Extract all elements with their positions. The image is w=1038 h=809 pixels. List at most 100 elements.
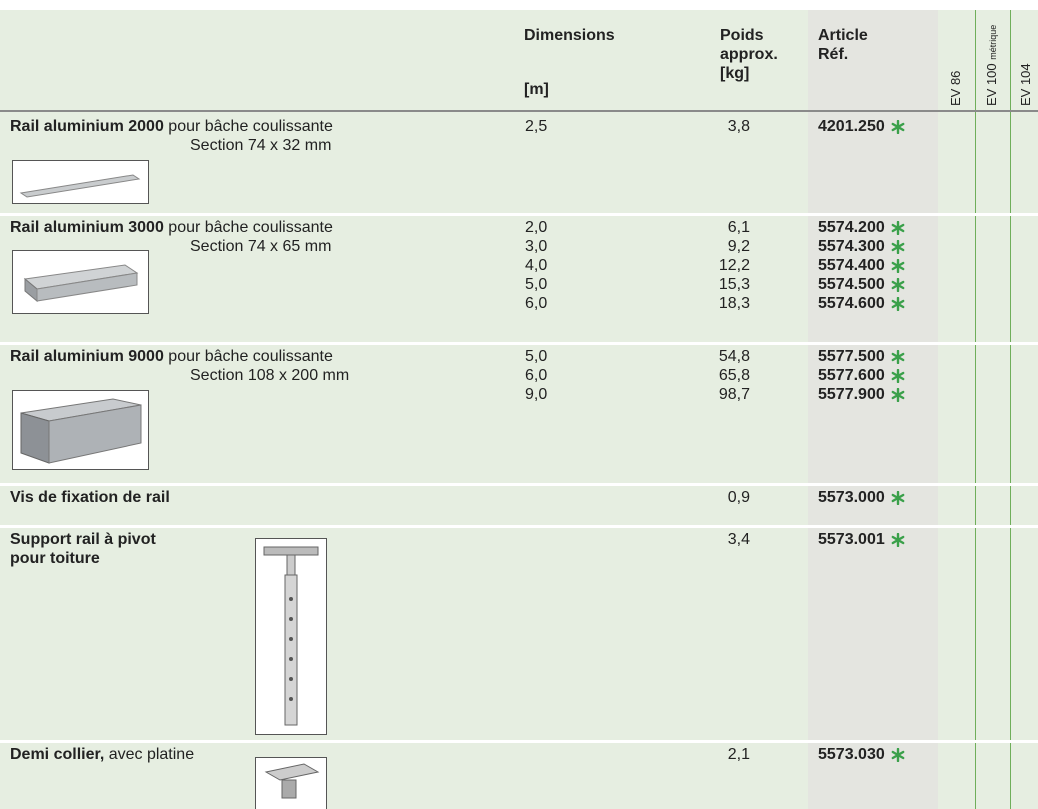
- product-description: pour bâche coulissante: [163, 118, 333, 135]
- product-title: Demi collier,: [10, 746, 105, 763]
- header-dimensions-unit: [m]: [524, 81, 549, 98]
- product-section: Section 108 x 200 mm: [190, 367, 350, 384]
- product-name: Demi collier, avec platine: [10, 745, 194, 764]
- article-ref-text: 5574.600: [818, 295, 885, 312]
- article-ref-text: 5577.900: [818, 386, 885, 403]
- product-name: Rail aluminium 9000 pour bâche coulissan…: [10, 347, 333, 366]
- weight: 54,8: [718, 348, 750, 365]
- article-ref-text: 5573.001: [818, 531, 885, 548]
- star-icon: [891, 747, 905, 762]
- article-ref: 5574.400: [818, 256, 905, 275]
- article-ref-text: 5573.030: [818, 746, 885, 763]
- article-ref: 5577.600: [818, 366, 905, 385]
- article-ref: 5574.500: [818, 275, 905, 294]
- product-description: pour bâche coulissante: [163, 348, 333, 365]
- row-separator: [0, 483, 1038, 486]
- star-icon: [891, 239, 905, 254]
- weight: 15,3: [718, 276, 750, 293]
- article-ref-text: 5574.400: [818, 257, 885, 274]
- article-column: [808, 10, 938, 809]
- dimension: 6,0: [525, 295, 548, 312]
- star-icon: [891, 119, 905, 134]
- article-ref: 5577.900: [818, 385, 905, 404]
- star-icon: [891, 532, 905, 547]
- star-icon: [891, 296, 905, 311]
- column-line: [1010, 10, 1011, 809]
- weight: 12,2: [718, 257, 750, 274]
- article-ref: 5573.030: [818, 745, 905, 764]
- header-dimensions: Dimensions: [524, 27, 615, 44]
- weight: 6,1: [727, 219, 750, 236]
- row-separator: [0, 213, 1038, 216]
- weight: 9,2: [727, 238, 750, 255]
- dimension: 4,0: [525, 257, 548, 274]
- article-ref-text: 5574.300: [818, 238, 885, 255]
- header-weight: Poids: [720, 27, 764, 44]
- product-title: Rail aluminium 9000: [10, 348, 164, 365]
- product-name: Rail aluminium 3000 pour bâche coulissan…: [10, 218, 333, 237]
- product-description: avec platine: [104, 746, 195, 763]
- header-ev86: EV 86: [948, 70, 963, 106]
- product-image: [12, 160, 149, 204]
- article-ref-text: 5574.200: [818, 219, 885, 236]
- dimension: 6,0: [525, 367, 548, 384]
- product-title: Support rail à pivot: [10, 531, 156, 548]
- header-ev104: EV 104: [1018, 63, 1033, 106]
- product-name: Support rail à pivot: [10, 530, 156, 549]
- article-ref: 5574.600: [818, 294, 905, 313]
- star-icon: [891, 349, 905, 364]
- header-ev100: EV 100 métrique: [984, 25, 999, 106]
- product-title: Rail aluminium 3000: [10, 219, 164, 236]
- article-ref-text: 5577.600: [818, 367, 885, 384]
- product-image: [12, 390, 149, 470]
- product-name: Rail aluminium 2000 pour bâche coulissan…: [10, 117, 333, 136]
- weight: 3,8: [727, 118, 750, 135]
- star-icon: [891, 490, 905, 505]
- product-image: [255, 538, 327, 735]
- article-ref: 4201.250: [818, 117, 905, 136]
- header-ev100-label: EV 100: [984, 63, 999, 106]
- product-title: Rail aluminium 2000: [10, 118, 164, 135]
- product-title: Vis de fixation de rail: [10, 489, 170, 506]
- dimension: 2,5: [525, 118, 548, 135]
- star-icon: [891, 220, 905, 235]
- weight: 0,9: [727, 489, 750, 506]
- article-ref: 5573.001: [818, 530, 905, 549]
- header-weight: approx.: [720, 46, 778, 63]
- article-ref: 5574.300: [818, 237, 905, 256]
- product-image: [255, 757, 327, 809]
- weight: 3,4: [727, 531, 750, 548]
- article-ref: 5577.500: [818, 347, 905, 366]
- article-ref-text: 5574.500: [818, 276, 885, 293]
- product-name: Vis de fixation de rail: [10, 488, 170, 507]
- header-weight-unit: [kg]: [720, 65, 750, 82]
- star-icon: [891, 258, 905, 273]
- header-article: Article: [818, 27, 868, 44]
- row-separator: [0, 525, 1038, 528]
- dimension: 3,0: [525, 238, 548, 255]
- weight: 18,3: [718, 295, 750, 312]
- article-ref-text: 5577.500: [818, 348, 885, 365]
- header-ev100-sub: métrique: [988, 24, 998, 60]
- column-line: [975, 10, 976, 809]
- star-icon: [891, 368, 905, 383]
- weight: 98,7: [718, 386, 750, 403]
- weight: 65,8: [718, 367, 750, 384]
- article-ref: 5573.000: [818, 488, 905, 507]
- weight: 2,1: [727, 746, 750, 763]
- dimension: 9,0: [525, 386, 548, 403]
- article-ref-text: 4201.250: [818, 118, 885, 135]
- dimension: 5,0: [525, 276, 548, 293]
- article-ref-text: 5573.000: [818, 489, 885, 506]
- article-ref: 5574.200: [818, 218, 905, 237]
- dimension: 5,0: [525, 348, 548, 365]
- star-icon: [891, 387, 905, 402]
- product-title: pour toiture: [10, 550, 100, 567]
- dimension: 2,0: [525, 219, 548, 236]
- product-description: pour bâche coulissante: [163, 219, 333, 236]
- row-separator: [0, 342, 1038, 345]
- star-icon: [891, 277, 905, 292]
- product-section: Section 74 x 32 mm: [190, 137, 332, 154]
- header-separator: [0, 110, 1038, 112]
